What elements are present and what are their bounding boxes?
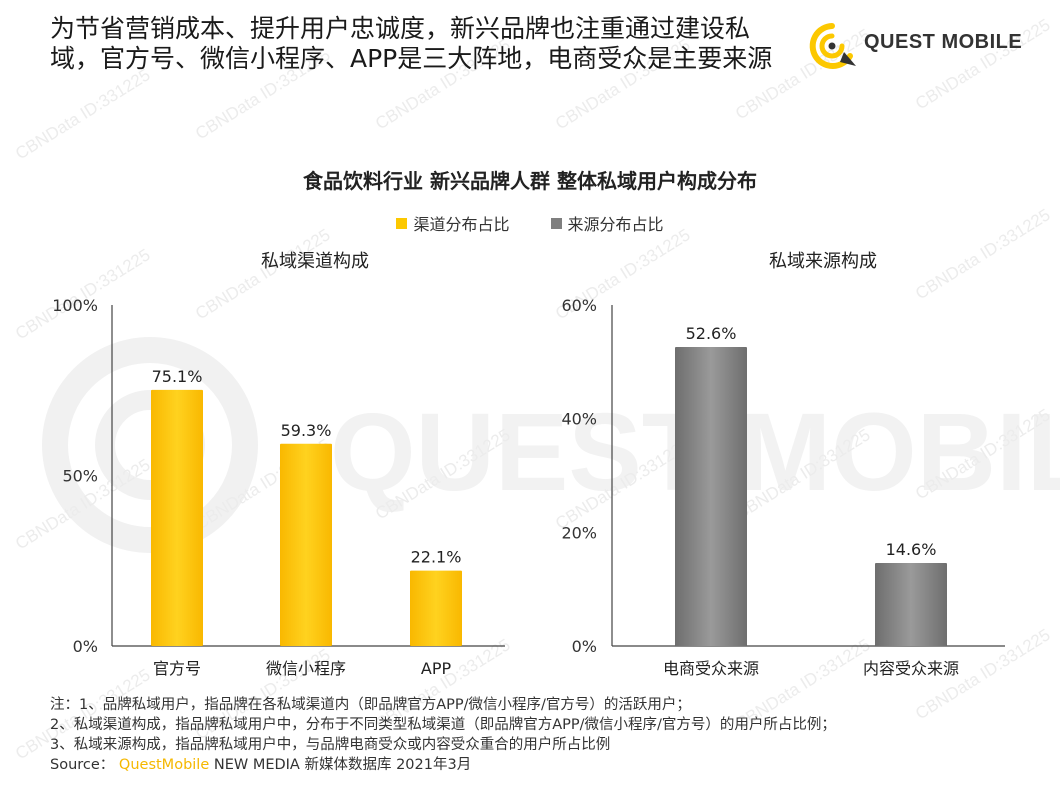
- x-category-label: 官方号: [153, 659, 201, 678]
- y-tick-label: 40%: [561, 410, 597, 429]
- y-tick-label: 50%: [62, 467, 98, 486]
- footnotes: 注：1、品牌私域用户，指品牌在各私域渠道内（即品牌官方APP/微信小程序/官方号…: [50, 695, 1050, 775]
- legend-swatch-channel: [396, 218, 408, 229]
- footnote-1: 注：1、品牌私域用户，指品牌在各私域渠道内（即品牌官方APP/微信小程序/官方号…: [50, 697, 691, 713]
- chart-channel: 0% 50% 100% 75.1% 官方号 59.3% 微信小程序 22.1% APP: [52, 296, 505, 678]
- legend-label-channel: 渠道分布占比: [413, 215, 510, 234]
- y-tick-label: 0%: [73, 637, 98, 656]
- y-tick-label: 60%: [561, 296, 597, 315]
- x-category-label: 电商受众来源: [663, 659, 759, 678]
- logo-text: QUEST MOBILE: [864, 31, 1023, 53]
- bar-value-label: 22.1%: [411, 548, 462, 567]
- bar-value-label: 14.6%: [886, 540, 937, 559]
- page-headline: 为节省营销成本、提升用户忠诚度，新兴品牌也注重通过建设私域，官方号、微信小程序、…: [50, 14, 773, 73]
- bar-value-label: 75.1%: [152, 367, 203, 386]
- source-prefix: Source：: [50, 757, 115, 773]
- x-category-label: 内容受众来源: [863, 659, 959, 678]
- legend-swatch-source: [550, 218, 562, 229]
- source-line: Source： QuestMobile NEW MEDIA 新媒体数据库 202…: [50, 755, 1050, 775]
- quest-mobile-logo: QUEST MOBILE: [806, 14, 1026, 76]
- legend-item-channel: 渠道分布占比: [396, 211, 509, 235]
- y-tick-label: 20%: [561, 523, 597, 542]
- chart-legend: 渠道分布占比 来源分布占比: [0, 211, 1060, 235]
- bar: [280, 443, 332, 646]
- x-category-label: 微信小程序: [266, 659, 346, 678]
- y-tick-label: 100%: [52, 296, 98, 315]
- legend-label-source: 来源分布占比: [567, 215, 664, 234]
- footnote-2: 2、私域渠道构成，指品牌私域用户中，分布于不同类型私域渠道（即品牌官方APP/微…: [50, 717, 836, 733]
- panel-title-channel: 私域渠道构成: [261, 251, 369, 272]
- bar-value-label: 59.3%: [281, 421, 332, 440]
- bar: [875, 563, 947, 646]
- quest-mobile-logo-icon: [809, 23, 856, 69]
- bar-value-label: 52.6%: [686, 324, 737, 343]
- bar: [675, 347, 747, 646]
- chart-title: 食品饮料行业 新兴品牌人群 整体私域用户构成分布: [303, 169, 757, 193]
- bar: [151, 389, 203, 646]
- source-brand: QuestMobile: [118, 757, 210, 773]
- legend-item-source: 来源分布占比: [550, 211, 664, 235]
- source-rest: NEW MEDIA 新媒体数据库 2021年3月: [213, 757, 472, 773]
- bar: [410, 570, 462, 646]
- footnote-3: 3、私域来源构成，指品牌私域用户中，与品牌电商受众或内容受众重合的用户所占比例: [50, 737, 611, 753]
- chart-source: 0% 20% 40% 60% 52.6% 电商受众来源 14.6% 内容受众来源: [561, 296, 1005, 678]
- x-category-label: APP: [421, 659, 452, 678]
- y-tick-label: 0%: [572, 637, 597, 656]
- panel-title-source: 私域来源构成: [769, 251, 877, 272]
